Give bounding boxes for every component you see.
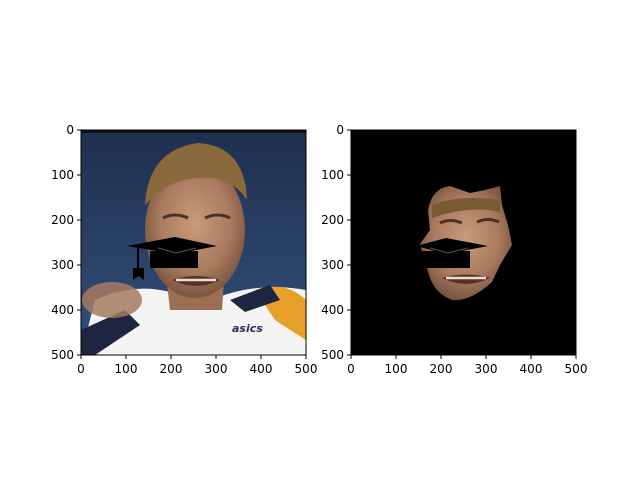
x-tick-label: 200 bbox=[430, 362, 453, 376]
y-tick-label: 0 bbox=[66, 123, 74, 137]
y-tick-label: 500 bbox=[51, 348, 74, 362]
segmented-hair bbox=[432, 197, 500, 218]
y-tick-label: 300 bbox=[51, 258, 74, 272]
hair bbox=[145, 143, 247, 205]
graduation-cap-right bbox=[416, 238, 488, 268]
segmented-eyebrow-right bbox=[476, 218, 500, 224]
y-tick-label: 400 bbox=[51, 303, 74, 317]
x-tick-label: 400 bbox=[250, 362, 273, 376]
shirt-collar-navy bbox=[230, 285, 280, 312]
y-tick-label: 100 bbox=[321, 168, 344, 182]
segmented-eyebrow-left bbox=[439, 219, 463, 225]
arm bbox=[82, 282, 142, 318]
y-tick-label: 100 bbox=[51, 168, 74, 182]
y-tick-label: 500 bbox=[321, 348, 344, 362]
photo-top-edge bbox=[81, 130, 306, 133]
y-tick-label: 400 bbox=[321, 303, 344, 317]
y-tick-label: 200 bbox=[51, 213, 74, 227]
x-tick-label: 0 bbox=[347, 362, 355, 376]
x-tick-label: 200 bbox=[160, 362, 183, 376]
eyebrow-left bbox=[162, 213, 189, 220]
x-tick-label: 500 bbox=[565, 362, 588, 376]
x-tick-label: 0 bbox=[77, 362, 85, 376]
axes-frame-right bbox=[350, 129, 577, 356]
shirt-stripe-navy bbox=[81, 310, 140, 355]
y-tick-label: 300 bbox=[321, 258, 344, 272]
axes-frame-left bbox=[80, 129, 307, 356]
graduation-cap-left bbox=[127, 237, 217, 280]
eyebrow-right bbox=[204, 213, 231, 220]
axes-left: asics 0 100 200 300 400 500 bbox=[51, 123, 317, 376]
image-left: asics bbox=[81, 130, 306, 355]
x-tick-label: 400 bbox=[520, 362, 543, 376]
y-tick-label: 200 bbox=[321, 213, 344, 227]
x-tick-label: 300 bbox=[205, 362, 228, 376]
x-tick-label: 500 bbox=[295, 362, 318, 376]
y-tick-label: 0 bbox=[336, 123, 344, 137]
x-tick-label: 300 bbox=[475, 362, 498, 376]
image-right bbox=[351, 130, 576, 355]
shirt-logo: asics bbox=[232, 322, 263, 335]
x-tick-label: 100 bbox=[115, 362, 138, 376]
x-tick-label: 100 bbox=[385, 362, 408, 376]
